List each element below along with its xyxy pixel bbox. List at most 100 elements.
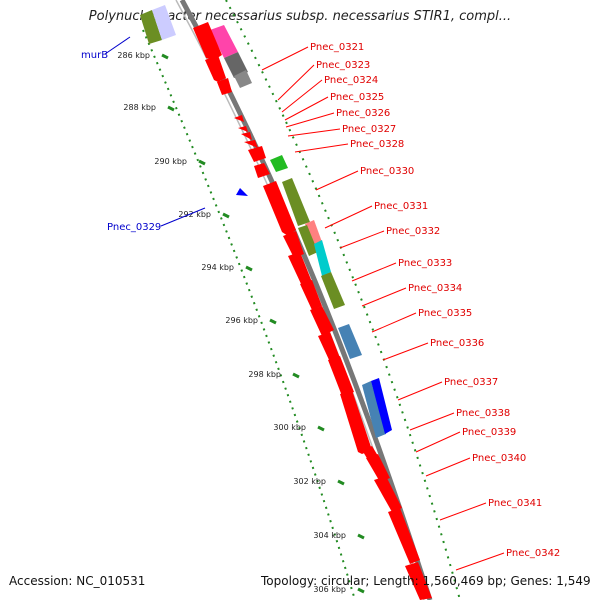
backbone-inner: [175, 0, 425, 600]
tick-mark: [269, 318, 277, 325]
gene-leader-line: [261, 46, 309, 71]
cds-arrow: [318, 332, 340, 362]
gene-leader-line: [315, 170, 359, 191]
cds-arrow: [288, 252, 312, 286]
gene-label: Pnec_0341: [488, 498, 542, 509]
feature-olive-1: [282, 178, 310, 226]
tick-label: 286 kbp: [117, 51, 150, 60]
gene-leader-line: [281, 79, 323, 113]
gene-label: Pnec_0342: [506, 548, 560, 559]
gene-leader-line: [382, 342, 429, 361]
gene-label: Pnec_0340: [472, 453, 526, 464]
cds-arrow: [241, 132, 252, 140]
tick-mark: [161, 53, 169, 60]
gene-leader-line: [409, 412, 455, 431]
feature-gray-1: [224, 52, 248, 78]
gene-leader-line: [351, 262, 397, 282]
gene-label: Pnec_0321: [310, 42, 364, 53]
gene-label: Pnec_0333: [398, 258, 452, 269]
gene-label-minus: Pnec_0329: [107, 222, 161, 233]
gene-leader-line: [339, 230, 385, 249]
gene-leader-line: [277, 64, 315, 101]
gene-leader-line: [455, 552, 505, 571]
cds-arrow: [217, 78, 232, 95]
gene-leader-line-minus: [104, 36, 131, 55]
gene-leader-line: [415, 431, 461, 453]
minus-strand-labels: murB Pnec_0329: [81, 36, 206, 233]
tick-label: 290 kbp: [154, 157, 187, 166]
gene-leader-line-minus: [160, 207, 206, 227]
gene-label: Pnec_0335: [418, 308, 472, 319]
feature-steelblue-1: [338, 324, 362, 359]
gene-label: Pnec_0323: [316, 60, 370, 71]
gene-leader-line: [287, 128, 341, 137]
cds-arrow: [248, 146, 266, 162]
feature-lavender-top: [152, 5, 176, 40]
cds-arrow: [340, 390, 372, 454]
cds-arrow: [244, 140, 258, 148]
tick-mark: [337, 479, 345, 486]
gene-label: Pnec_0330: [360, 166, 414, 177]
tick-mark: [317, 425, 325, 432]
gene-label: Pnec_0332: [386, 226, 440, 237]
tick-mark: [357, 587, 365, 594]
gene-leader-line: [361, 287, 407, 307]
cds-track: [193, 22, 432, 600]
gene-label: Pnec_0326: [336, 108, 390, 119]
cds-arrow: [388, 508, 420, 564]
feature-green: [270, 155, 288, 172]
gene-leader-line: [425, 457, 471, 477]
gene-leader-line: [439, 502, 487, 521]
feature-blue: [371, 378, 392, 434]
cds-arrow: [328, 356, 354, 396]
cds-arrow: [254, 163, 270, 178]
gene-label: Pnec_0336: [430, 338, 484, 349]
gene-leader-line: [285, 112, 335, 128]
feature-pink: [305, 220, 322, 246]
gene-label: Pnec_0337: [444, 377, 498, 388]
tick-label: 294 kbp: [201, 263, 234, 272]
feature-magenta: [210, 25, 238, 58]
tick-mark: [245, 265, 253, 272]
feature-track: [140, 5, 392, 438]
accession-text: Accession: NC_010531: [9, 574, 146, 588]
cds-arrow: [405, 562, 432, 600]
feature-olive-top: [140, 10, 162, 44]
tick-track-right: [225, 0, 461, 600]
cds-arrow: [374, 476, 402, 512]
feature-olive-2: [298, 225, 318, 256]
tick-mark: [222, 212, 230, 219]
tick-label: 304 kbp: [313, 531, 346, 540]
gene-label: Pnec_0334: [408, 283, 462, 294]
tick-mark: [357, 533, 365, 540]
gene-leader-line: [371, 312, 417, 333]
gene-label: Pnec_0327: [342, 124, 396, 135]
gene-leader-line: [284, 96, 329, 121]
tick-label: 292 kbp: [178, 210, 211, 219]
gene-label: Pnec_0325: [330, 92, 384, 103]
cds-arrow: [205, 55, 226, 82]
gene-label: Pnec_0338: [456, 408, 510, 419]
feature-olive-3: [321, 272, 345, 309]
gene-label: Pnec_0324: [324, 75, 378, 86]
feature-gray-2: [234, 70, 252, 88]
cds-arrow: [263, 181, 296, 236]
gene-leader-line: [324, 205, 373, 229]
feature-cyan: [314, 240, 331, 276]
tick-label: 300 kbp: [273, 423, 306, 432]
gene-label: Pnec_0339: [462, 427, 516, 438]
cds-arrow: [193, 22, 222, 60]
gene-label: Pnec_0331: [374, 201, 428, 212]
tick-marks: [161, 53, 365, 594]
cds-arrow: [238, 126, 248, 132]
tick-label: 302 kbp: [293, 477, 326, 486]
tick-label: 296 kbp: [225, 316, 258, 325]
cds-arrow: [283, 231, 304, 258]
tick-labels: 286 kbp 288 kbp 290 kbp 292 kbp 294 kbp 296 k…: [117, 51, 346, 594]
genome-summary-text: Topology: circular; Length: 1,560,469 bp…: [261, 574, 591, 588]
tick-mark: [167, 105, 175, 112]
minus-cds-pnec-0329: [236, 188, 248, 196]
cds-arrow: [300, 280, 322, 310]
gene-label: Pnec_0328: [350, 139, 404, 150]
